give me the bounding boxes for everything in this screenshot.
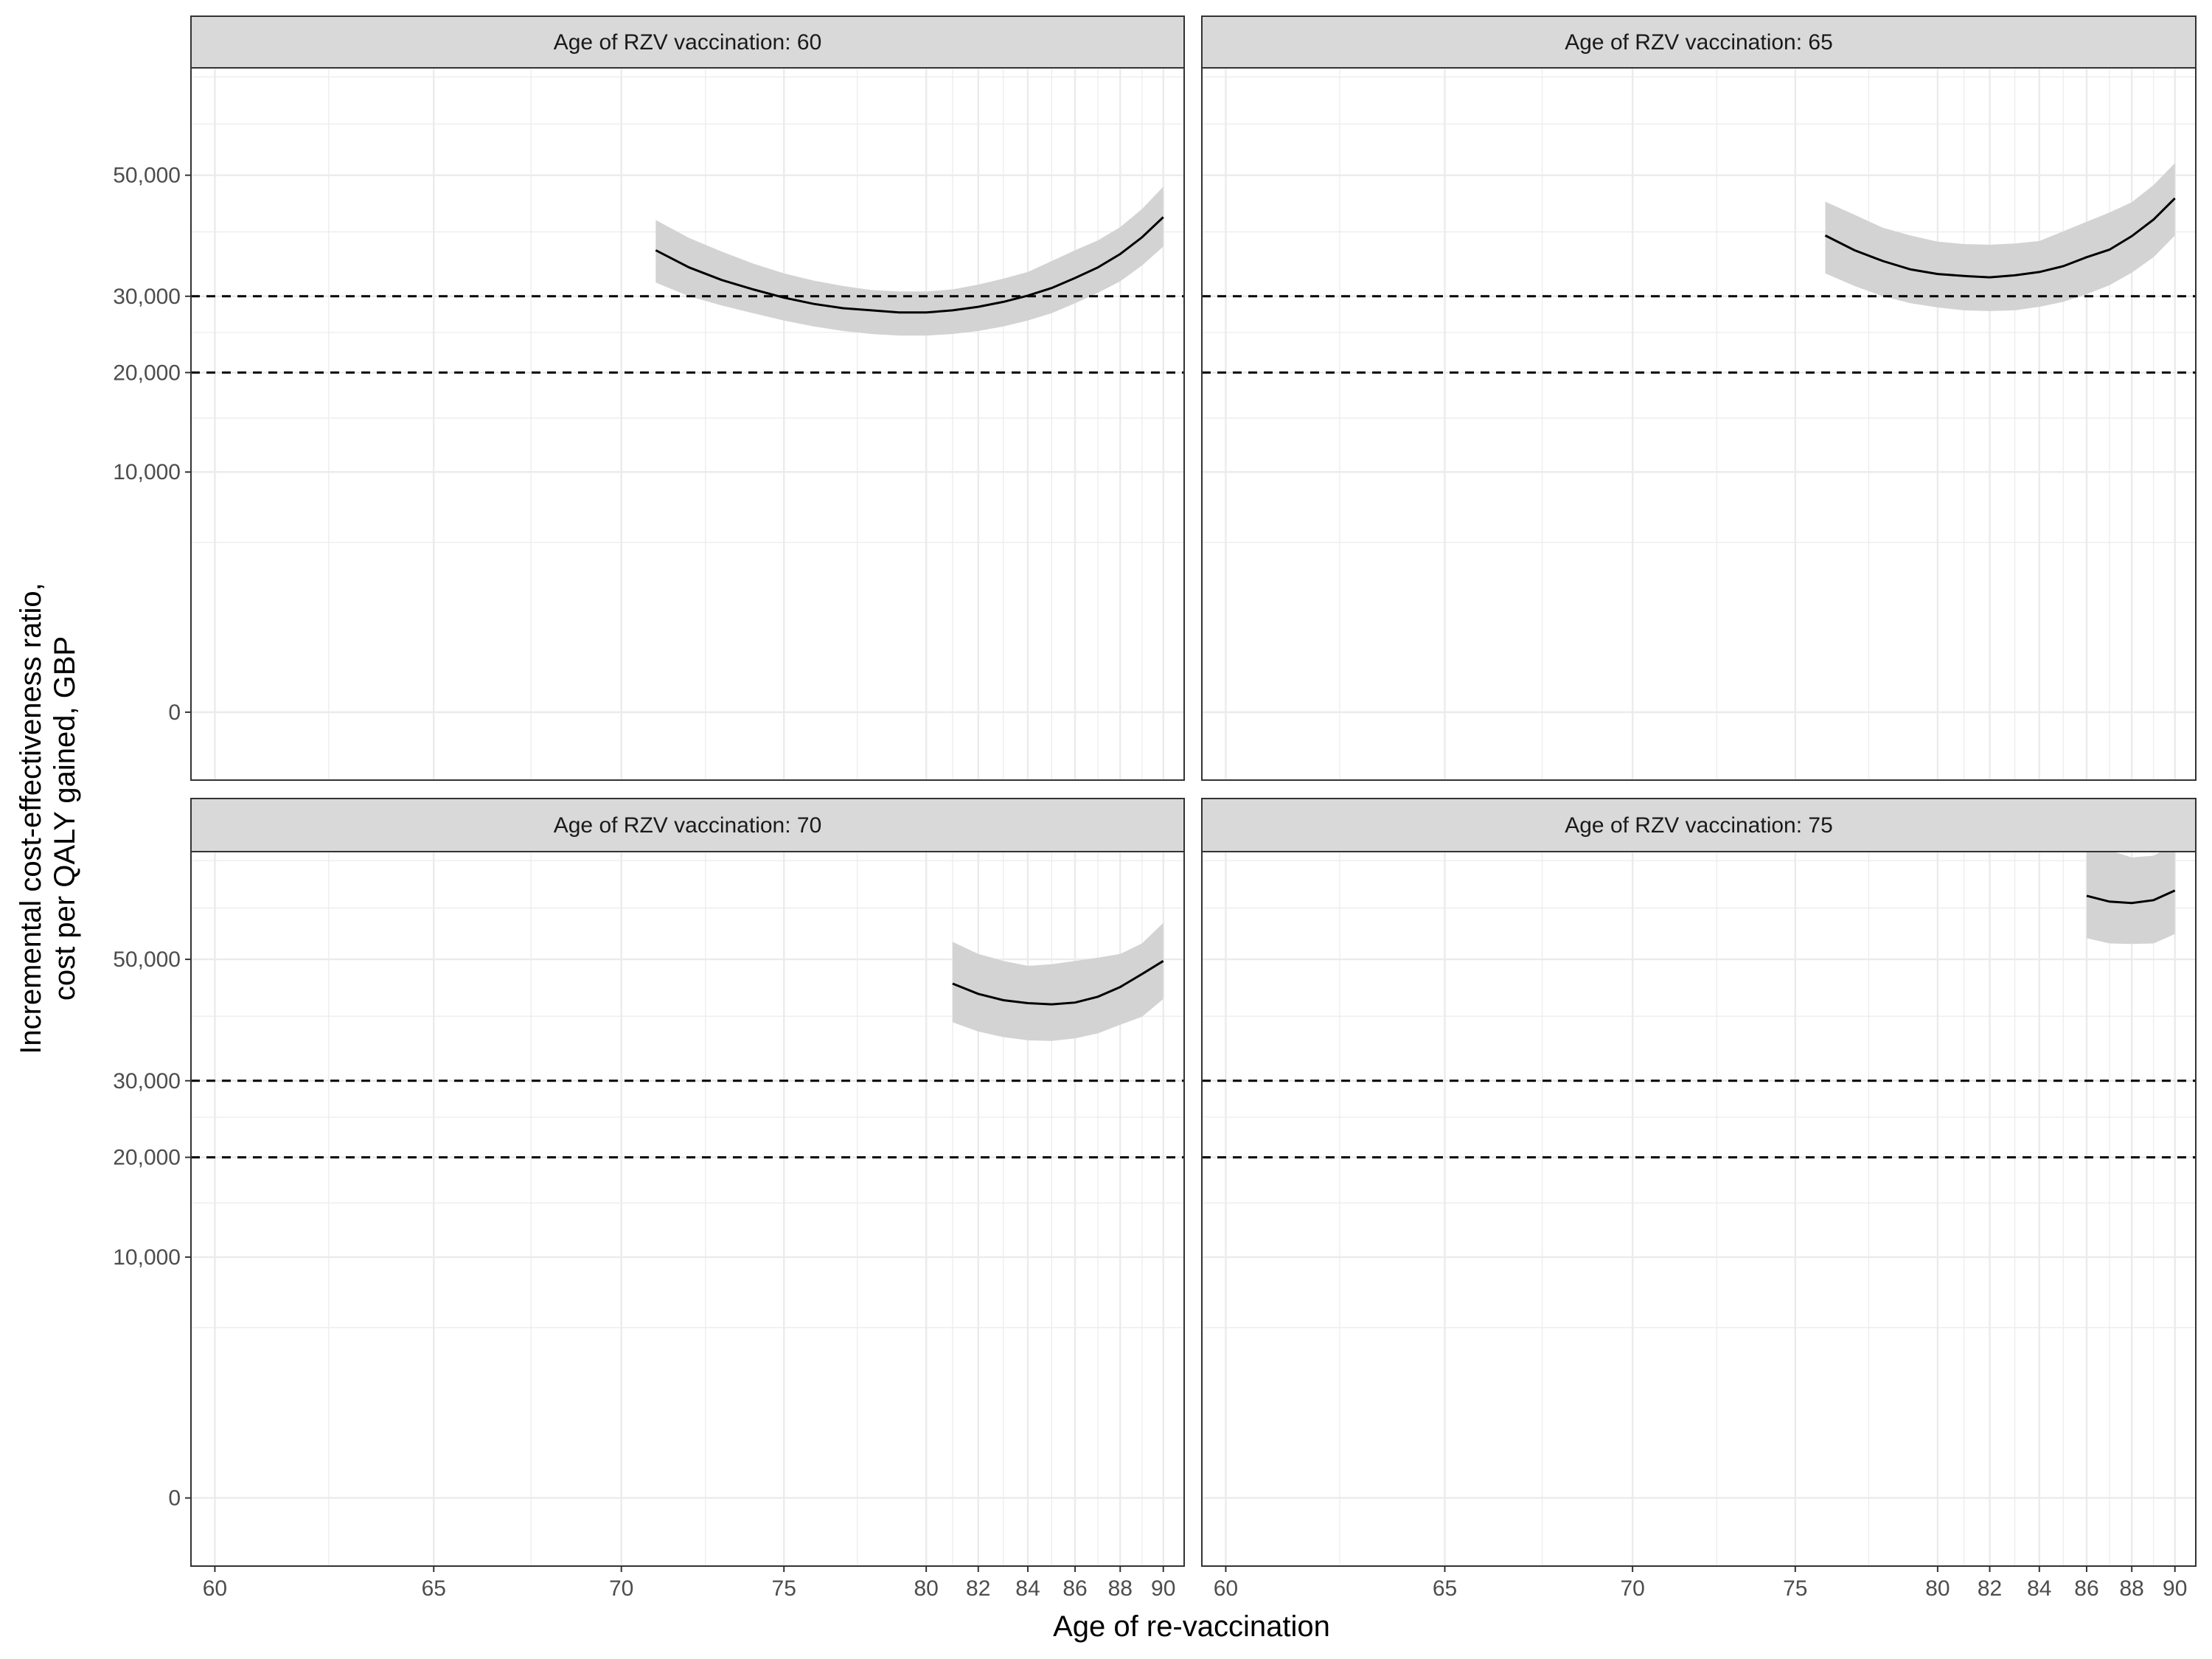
x-axes: 60 65 70 75 80 82 84 86 88 90 60 65 70 75 80 82 84 86 88 90	[203, 1566, 2187, 1601]
x-tick-label: 82	[966, 1576, 990, 1601]
y-axis-title-line1: Incremental cost-effectiveness ratio,	[15, 582, 47, 1054]
confidence-ribbon	[2087, 839, 2175, 945]
facet-strip	[1201, 798, 2197, 852]
x-tick-label: 86	[1062, 1576, 1087, 1601]
y-axis: 0 10,000 20,000 30,000 50,000	[113, 164, 191, 725]
y-axis: 0 10,000 20,000 30,000 50,000	[113, 947, 191, 1511]
x-axis: 60 65 70 75 80 82 84 86 88 90	[1214, 1566, 2187, 1601]
panel-background	[1202, 852, 2196, 1566]
y-tick-label: 20,000	[113, 1146, 181, 1170]
x-tick-label: 70	[1620, 1576, 1644, 1601]
facet-panel: Age of RZV vaccination: 65	[1201, 15, 2197, 781]
y-tick-label: 30,000	[113, 1069, 181, 1093]
y-axes: 0 10,000 20,000 30,000 50,000 0 10,000 20,000 30…	[113, 164, 191, 1511]
y-axis-title: Incremental cost-effectiveness ratio, co…	[15, 582, 81, 1054]
y-tick-label: 20,000	[113, 361, 181, 385]
y-tick-label: 10,000	[113, 1245, 181, 1270]
facet-strip	[190, 798, 1185, 852]
icer-line	[952, 960, 1164, 1006]
facet-strip-label: Age of RZV vaccination: 75	[1565, 813, 1833, 838]
y-tick-label: 30,000	[113, 285, 181, 309]
y-tick-label: 50,000	[113, 164, 181, 188]
y-tick-label: 0	[168, 1486, 181, 1511]
y-tick-label: 10,000	[113, 460, 181, 484]
facet-panel: Age of RZV vaccination: 70	[190, 798, 1185, 1567]
y-tick-label: 0	[168, 700, 181, 725]
y-axis-title-line2: cost per QALY gained, GBP	[49, 636, 81, 1001]
facet-strip-label: Age of RZV vaccination: 65	[1565, 30, 1833, 55]
x-tick-label: 70	[609, 1576, 633, 1601]
facet-strip	[1201, 15, 2197, 69]
x-tick-label: 80	[914, 1576, 938, 1601]
facet-panel: Age of RZV vaccination: 60	[190, 15, 1185, 781]
x-tick-label: 90	[2163, 1576, 2187, 1601]
x-tick-label: 65	[422, 1576, 446, 1601]
icer-line	[655, 216, 1164, 314]
x-tick-label: 75	[772, 1576, 796, 1601]
x-tick-label: 75	[1783, 1576, 1807, 1601]
icer-line	[2086, 889, 2176, 905]
x-tick-label: 60	[203, 1576, 227, 1601]
x-tick-label: 65	[1433, 1576, 1457, 1601]
panel-background	[1202, 68, 2196, 780]
facet-strip-label: Age of RZV vaccination: 70	[554, 813, 822, 838]
x-tick-label: 84	[2027, 1576, 2051, 1601]
x-tick-label: 82	[1978, 1576, 2002, 1601]
x-tick-label: 84	[1015, 1576, 1040, 1601]
x-axis: 60 65 70 75 80 82 84 86 88 90	[203, 1566, 1175, 1601]
y-tick-label: 50,000	[113, 947, 181, 972]
x-tick-label: 88	[1108, 1576, 1133, 1601]
confidence-ribbon	[952, 922, 1164, 1041]
x-tick-label: 88	[2120, 1576, 2144, 1601]
x-tick-label: 60	[1214, 1576, 1238, 1601]
confidence-ribbon	[1825, 163, 2175, 311]
facet-panel: Age of RZV vaccination: 75	[1201, 798, 2197, 1567]
x-tick-label: 80	[1925, 1576, 1950, 1601]
x-axis-title: Age of re-vaccination	[1053, 1610, 1330, 1643]
x-tick-label: 86	[2074, 1576, 2098, 1601]
panel-background	[191, 68, 1184, 780]
x-tick-label: 90	[1151, 1576, 1175, 1601]
facet-strip	[190, 15, 1185, 69]
facet-panels: Age of RZV vaccination: 60 Age of RZV vac…	[190, 15, 2197, 1567]
facet-strip-label: Age of RZV vaccination: 60	[554, 30, 822, 55]
icer-line	[1824, 197, 2176, 279]
